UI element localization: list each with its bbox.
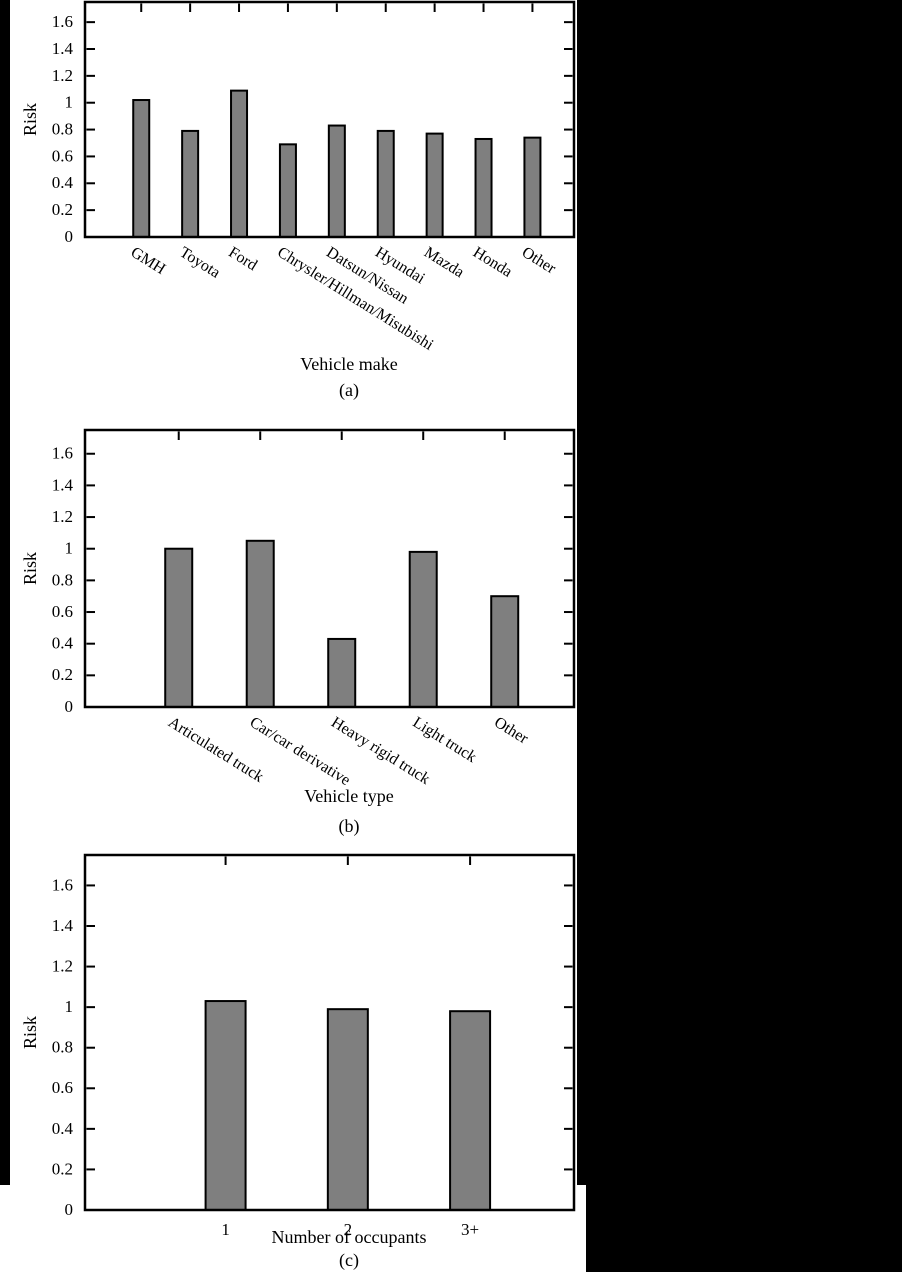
bar <box>245 539 275 708</box>
bar <box>408 550 438 708</box>
bar <box>164 547 194 709</box>
x-axis-title: Number of occupants <box>272 1227 427 1247</box>
x-axis-title: Vehicle type <box>304 786 393 806</box>
y-tick-label: 0.4 <box>52 173 74 192</box>
bar <box>230 89 249 238</box>
y-tick-label: 0 <box>65 697 74 716</box>
bar <box>376 129 395 239</box>
bar <box>474 137 493 239</box>
y-tick-label: 0.4 <box>52 634 74 653</box>
x-tick-label: 2 <box>344 1220 353 1239</box>
y-tick-label: 1 <box>65 93 74 112</box>
y-tick-label: 0.8 <box>52 570 73 589</box>
y-tick-label: 1 <box>65 539 74 558</box>
x-tick-label: Toyota <box>177 244 223 282</box>
y-tick-label: 1.4 <box>52 475 74 494</box>
y-tick-label: 0.2 <box>52 1159 73 1178</box>
x-tick-label: 1 <box>221 1220 230 1239</box>
bar <box>449 1010 492 1212</box>
y-tick-label: 1.4 <box>52 916 74 935</box>
y-tick-label: 1.4 <box>52 39 74 58</box>
x-tick-label: Other <box>491 714 531 748</box>
bar <box>132 99 151 239</box>
plot-frame <box>83 853 576 1212</box>
y-tick-label: 0.4 <box>52 1119 74 1138</box>
y-tick-label: 1.6 <box>52 444 73 463</box>
x-axis-title: Vehicle make <box>300 354 397 374</box>
y-tick-label: 1.2 <box>52 507 73 526</box>
bar <box>204 1000 247 1211</box>
y-axis-title: Risk <box>20 1016 40 1049</box>
panel-caption: (c) <box>339 1250 359 1271</box>
y-tick-label: 0.8 <box>52 119 73 138</box>
y-tick-label: 0 <box>65 1200 74 1219</box>
bar <box>278 143 297 238</box>
panel-caption: (b) <box>339 816 360 837</box>
y-tick-label: 0.6 <box>52 146 73 165</box>
bar <box>490 595 520 709</box>
bar <box>523 136 542 238</box>
x-tick-label: Light truck <box>410 714 480 766</box>
bar <box>327 637 357 708</box>
y-tick-label: 1.2 <box>52 66 73 85</box>
bar <box>326 1008 369 1212</box>
panel-caption: (a) <box>339 380 359 401</box>
y-axis-title: Risk <box>20 103 40 136</box>
x-tick-label: Ford <box>225 244 260 274</box>
plot-frame <box>83 428 576 709</box>
x-tick-label: Mazda <box>421 244 467 281</box>
y-tick-label: 1.6 <box>52 12 73 31</box>
y-tick-label: 0 <box>65 227 74 246</box>
y-axis-title: Risk <box>20 552 40 585</box>
y-tick-label: 0.6 <box>52 1078 73 1097</box>
y-tick-label: 0.2 <box>52 200 73 219</box>
y-tick-label: 1.6 <box>52 875 73 894</box>
y-tick-label: 1 <box>65 997 74 1016</box>
bar <box>327 124 346 238</box>
bar <box>425 132 444 239</box>
plot-frame <box>83 0 576 239</box>
y-tick-label: 0.2 <box>52 665 73 684</box>
bar <box>181 129 200 239</box>
chart-c: 0 0.2 0.4 0.6 0.8 1 1.2 1.4 1.6 1 2 3+ Risk Number of… <box>20 853 576 1271</box>
y-tick-label: 1.2 <box>52 956 73 975</box>
y-tick-label: 0.8 <box>52 1038 73 1057</box>
x-tick-label: Honda <box>470 244 515 281</box>
x-tick-label: 3+ <box>461 1220 479 1239</box>
x-tick-label: Other <box>519 244 559 278</box>
y-tick-label: 0.6 <box>52 602 73 621</box>
x-tick-label: GMH <box>128 244 169 278</box>
